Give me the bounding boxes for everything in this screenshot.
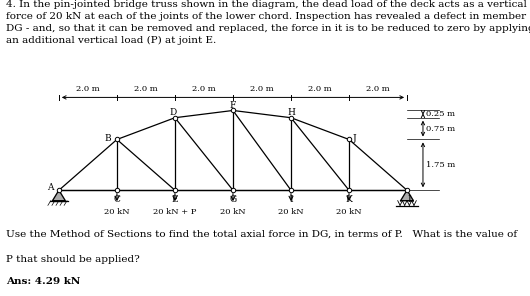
Text: 20 kN: 20 kN — [336, 208, 362, 216]
Text: H: H — [287, 108, 295, 117]
Text: A: A — [48, 184, 54, 192]
Text: P that should be applied?: P that should be applied? — [6, 255, 140, 264]
Text: 4. In the pin-jointed bridge truss shown in the diagram, the dead load of the de: 4. In the pin-jointed bridge truss shown… — [6, 0, 530, 45]
Text: L: L — [408, 195, 413, 204]
Text: Use the Method of Sections to find the total axial force in DG, in terms of P.  : Use the Method of Sections to find the t… — [6, 229, 517, 238]
Text: 20 kN: 20 kN — [278, 208, 304, 216]
Text: 2.0 m: 2.0 m — [250, 85, 274, 93]
Text: 0.25 m: 0.25 m — [427, 110, 455, 118]
Polygon shape — [401, 190, 413, 201]
Text: F: F — [230, 101, 236, 110]
Text: Ans: 4.29 kN: Ans: 4.29 kN — [6, 277, 81, 286]
Text: 20 kN: 20 kN — [104, 208, 130, 216]
Text: 20 kN: 20 kN — [220, 208, 246, 216]
Text: C: C — [113, 195, 120, 204]
Text: D: D — [170, 108, 177, 117]
Text: I: I — [289, 195, 293, 204]
Text: G: G — [229, 195, 236, 204]
Polygon shape — [52, 190, 65, 201]
Text: E: E — [172, 195, 178, 204]
Text: 2.0 m: 2.0 m — [134, 85, 158, 93]
Text: 2.0 m: 2.0 m — [192, 85, 216, 93]
Text: 20 kN + P: 20 kN + P — [153, 208, 197, 216]
Text: 2.0 m: 2.0 m — [308, 85, 332, 93]
Text: J: J — [352, 133, 356, 143]
Text: K: K — [346, 195, 352, 204]
Text: 1.75 m: 1.75 m — [427, 161, 456, 169]
Text: 2.0 m: 2.0 m — [366, 85, 390, 93]
Text: B: B — [104, 133, 111, 143]
Text: 2.0 m: 2.0 m — [76, 85, 100, 93]
Text: 0.75 m: 0.75 m — [427, 125, 456, 133]
